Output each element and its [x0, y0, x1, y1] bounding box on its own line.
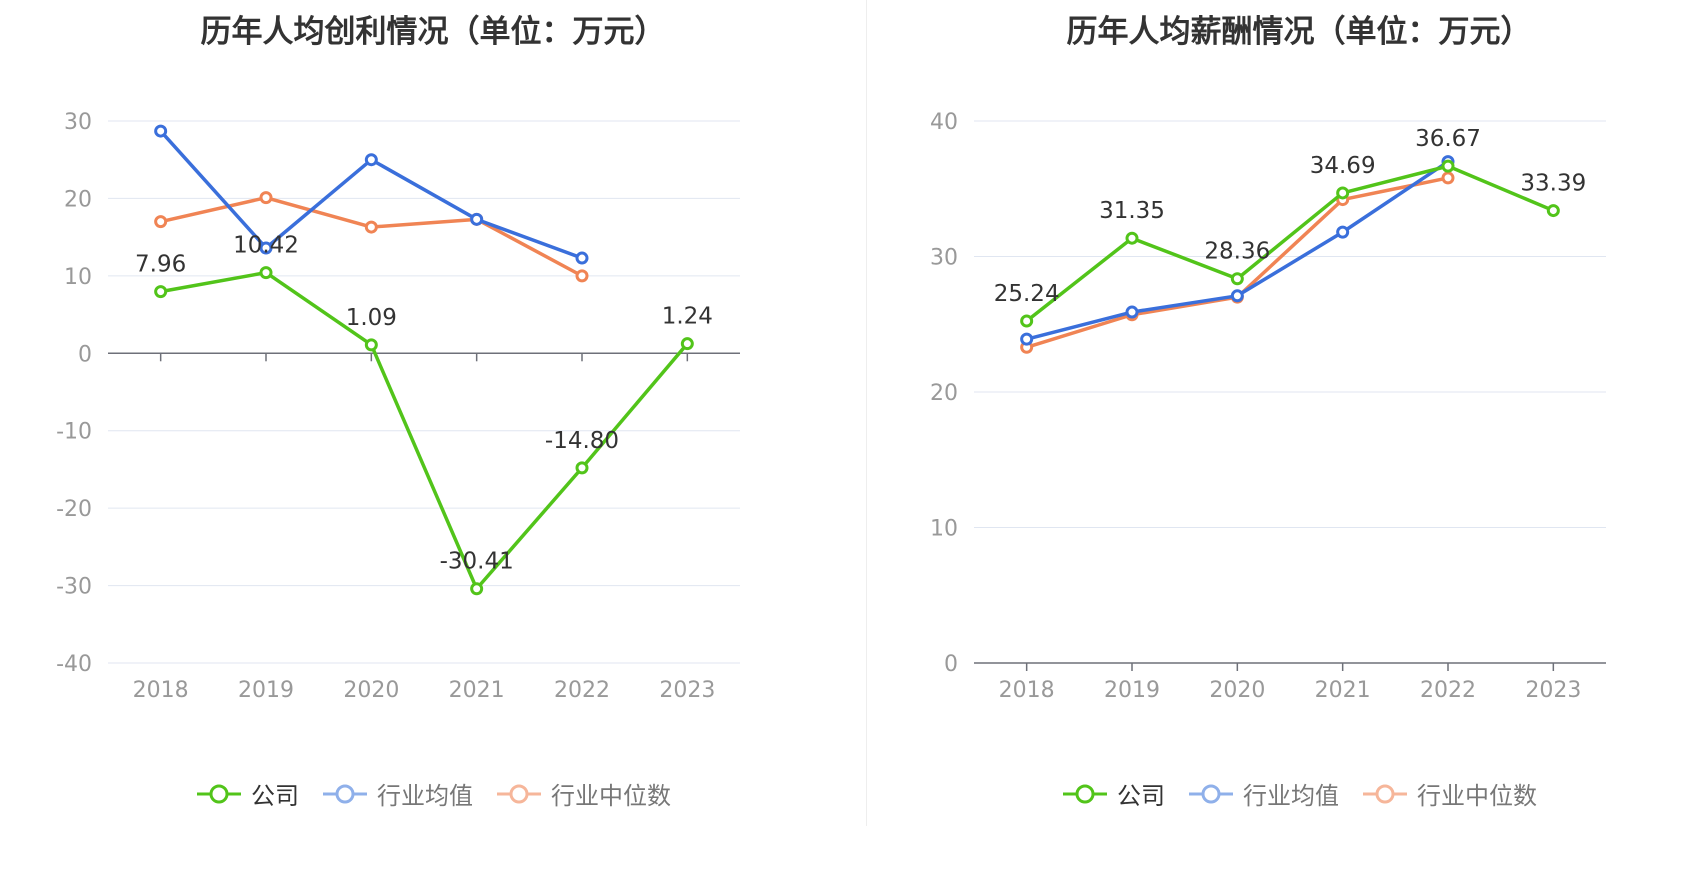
x-tick-label: 2018 [999, 678, 1055, 703]
data-point[interactable] [259, 191, 273, 205]
data-point[interactable] [1020, 314, 1034, 328]
data-point[interactable] [154, 124, 168, 138]
data-point[interactable] [575, 269, 589, 283]
y-tick-label: -10 [56, 420, 92, 445]
data-label: 25.24 [994, 281, 1060, 307]
legend-item-industry-avg[interactable]: 行业均值 [321, 776, 473, 811]
legend-line-icon [1363, 784, 1407, 803]
data-point[interactable] [470, 212, 484, 226]
legend-label: 行业中位数 [1417, 782, 1537, 810]
legend-item-industry-median[interactable]: 行业中位数 [495, 776, 671, 811]
x-tick-label: 2022 [1420, 678, 1476, 703]
data-point[interactable] [1336, 225, 1350, 239]
data-point[interactable] [1125, 305, 1139, 319]
data-label: 28.36 [1204, 239, 1270, 265]
x-tick-label: 2021 [449, 678, 505, 703]
data-point[interactable] [1020, 332, 1034, 346]
data-label: -14.80 [545, 428, 619, 454]
data-point[interactable] [1336, 186, 1350, 200]
legend-item-company[interactable]: 公司 [1061, 776, 1165, 811]
y-tick-label: -30 [56, 575, 92, 600]
profit-plot-area: 30 20 10 0 -10 -20 -30 -40 2018 2019 2020 2021 2022 2… [56, 110, 740, 703]
panel-divider [866, 0, 867, 826]
y-tick-label: 40 [930, 110, 958, 135]
data-point[interactable] [470, 582, 484, 596]
x-tick-label: 2019 [1104, 678, 1160, 703]
data-label: 1.24 [662, 304, 713, 330]
chart-title: 历年人均薪酬情况（单位：万元） [1066, 14, 1532, 50]
legend-line-icon [1189, 784, 1233, 803]
x-tick-label: 2020 [1209, 678, 1265, 703]
legend-label: 公司 [1117, 782, 1165, 810]
company-line [160, 270, 689, 591]
data-label: 1.09 [346, 305, 397, 331]
data-label: 34.69 [1310, 153, 1376, 179]
legend-item-industry-avg[interactable]: 行业均值 [1187, 776, 1339, 811]
data-point[interactable] [1441, 171, 1455, 185]
industry-median-line [160, 195, 583, 278]
legend-item-industry-median[interactable]: 行业中位数 [1361, 776, 1537, 811]
legend-line-icon [1063, 784, 1107, 803]
y-tick-label: 20 [930, 381, 958, 406]
legend-label: 行业均值 [1243, 782, 1339, 810]
data-label: -30.41 [440, 549, 514, 575]
data-point[interactable] [364, 220, 378, 234]
x-tick-label: 2020 [343, 678, 399, 703]
data-point[interactable] [364, 153, 378, 167]
x-tick-label: 2021 [1315, 678, 1371, 703]
company-line [1025, 164, 1555, 323]
data-point[interactable] [575, 461, 589, 475]
data-label: 36.67 [1415, 126, 1481, 152]
data-point[interactable] [680, 337, 694, 351]
profit-per-capita-chart: 历年人均创利情况（单位：万元） 30 20 10 0 -10 -20 -30 -40 2018 2… [0, 14, 866, 811]
y-tick-label: 30 [64, 110, 92, 135]
legend-label: 公司 [251, 782, 299, 810]
data-point[interactable] [259, 241, 273, 255]
legend-label: 行业均值 [377, 782, 473, 810]
data-point[interactable] [259, 266, 273, 280]
y-tick-label: 30 [930, 246, 958, 271]
data-label: 7.96 [135, 252, 186, 278]
x-tick-label: 2023 [1525, 678, 1581, 703]
x-tick-label: 2022 [554, 678, 610, 703]
legend-line-icon [197, 784, 241, 803]
data-point[interactable] [364, 338, 378, 352]
y-tick-label: 20 [64, 187, 92, 212]
y-tick-label: 0 [944, 652, 958, 677]
legend: 公司 行业均值 行业中位数 [866, 776, 1700, 811]
y-tick-label: -20 [56, 497, 92, 522]
data-label: 31.35 [1099, 198, 1165, 224]
x-tick-label: 2023 [659, 678, 715, 703]
data-point[interactable] [575, 251, 589, 265]
y-tick-label: 10 [930, 517, 958, 542]
y-tick-label: 10 [64, 265, 92, 290]
legend-item-company[interactable]: 公司 [195, 776, 299, 811]
data-point[interactable] [154, 215, 168, 229]
legend: 公司 行业均值 行业中位数 [0, 776, 866, 811]
salary-per-capita-chart: 历年人均薪酬情况（单位：万元） 40 30 20 10 0 2018 2019 2020 202… [866, 0, 1700, 874]
salary-plot-area: 40 30 20 10 0 2018 2019 2020 2021 2022 2023 25.24 31… [930, 110, 1606, 703]
chart-title: 历年人均创利情况（单位：万元） [200, 14, 666, 50]
y-tick-label: -40 [56, 652, 92, 677]
data-point[interactable] [1230, 289, 1244, 303]
legend-line-icon [323, 784, 367, 803]
data-point[interactable] [1546, 204, 1560, 218]
legend-line-icon [497, 784, 541, 803]
legend-label: 行业中位数 [551, 782, 671, 810]
data-point[interactable] [1441, 159, 1455, 173]
data-point[interactable] [154, 285, 168, 299]
y-tick-label: 0 [78, 342, 92, 367]
data-point[interactable] [1230, 272, 1244, 286]
x-tick-label: 2018 [133, 678, 189, 703]
data-point[interactable] [1125, 231, 1139, 245]
x-tick-label: 2019 [238, 678, 294, 703]
data-label: 10.42 [233, 233, 299, 259]
data-label: 33.39 [1520, 171, 1586, 197]
industry-avg-line [159, 129, 583, 260]
